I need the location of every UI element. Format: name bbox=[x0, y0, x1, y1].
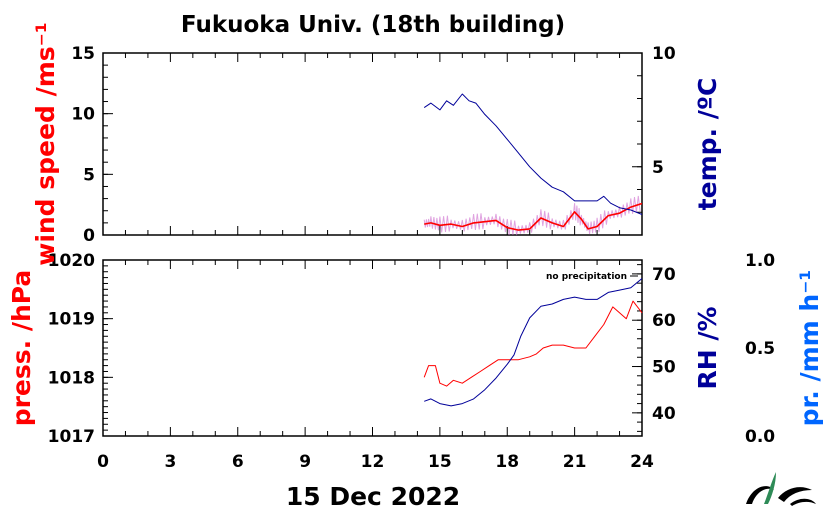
x-tick-label: 6 bbox=[232, 452, 244, 472]
top-panel-frame bbox=[102, 52, 643, 236]
y-tick-label: 1018 bbox=[48, 368, 95, 388]
y-tick-label: 1019 bbox=[48, 310, 95, 330]
tick-labels: 0 3 6 9 12 15 18 21 24 0 5 10 15 5 10 1017 1018 1019 1020 4… bbox=[48, 44, 776, 472]
y-tick-label: 5 bbox=[83, 165, 95, 185]
date-label: 15 Dec 2022 bbox=[286, 482, 460, 511]
y-tick-label: 50 bbox=[652, 358, 676, 378]
institute-logo bbox=[746, 472, 816, 506]
y-tick-label: 5 bbox=[652, 158, 664, 178]
bottom-panel-frame bbox=[102, 259, 643, 437]
x-tick-label: 21 bbox=[563, 452, 587, 472]
y-tick-label: 40 bbox=[652, 404, 676, 424]
x-tick-label: 0 bbox=[97, 452, 109, 472]
x-tick-label: 9 bbox=[299, 452, 311, 472]
x-tick-label: 24 bbox=[630, 452, 654, 472]
y-tick-label: 15 bbox=[71, 44, 95, 64]
data-series bbox=[423, 93, 643, 407]
humidity-line bbox=[424, 278, 643, 407]
x-tick-label: 15 bbox=[428, 452, 452, 472]
x-tick-label: 18 bbox=[495, 452, 519, 472]
axis-ticks bbox=[102, 52, 643, 437]
chart-title: Fukuoka Univ. (18th building) bbox=[181, 12, 565, 38]
temp-axis-label: temp. /ºC bbox=[693, 78, 722, 211]
y-tick-label: 1.0 bbox=[745, 251, 775, 271]
precip-axis-label: pr. /mm h⁻¹ bbox=[795, 270, 824, 427]
temperature-line bbox=[423, 93, 643, 215]
y-tick-label: 0.5 bbox=[745, 339, 775, 359]
y-tick-label: 70 bbox=[652, 265, 676, 285]
y-tick-label: 1017 bbox=[48, 427, 95, 447]
press-axis-label: press. /hPa bbox=[7, 270, 36, 427]
y-tick-label: 0.0 bbox=[745, 427, 775, 447]
pressure-line bbox=[423, 300, 643, 387]
y-tick-label: 10 bbox=[71, 105, 95, 125]
y-tick-label: 10 bbox=[652, 44, 676, 64]
wind-speed-line bbox=[424, 202, 643, 231]
wind-axis-label: wind speed /ms⁻¹ bbox=[31, 22, 60, 266]
rh-axis-label: RH /% bbox=[693, 306, 722, 389]
y-tick-label: 0 bbox=[83, 226, 95, 246]
precip-annotation: no precipitation bbox=[546, 272, 627, 282]
y-tick-label: 60 bbox=[652, 311, 676, 331]
x-tick-label: 12 bbox=[361, 452, 385, 472]
x-tick-label: 3 bbox=[164, 452, 176, 472]
y-tick-label: 1020 bbox=[48, 251, 95, 271]
